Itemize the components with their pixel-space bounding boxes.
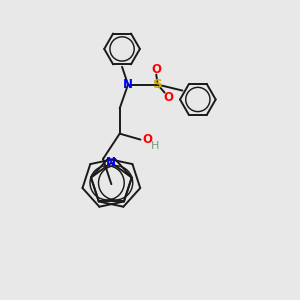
Text: O: O (151, 63, 161, 76)
Text: O: O (142, 133, 152, 146)
Text: N: N (123, 78, 133, 91)
Text: O: O (163, 91, 173, 103)
Text: S: S (153, 78, 163, 91)
Text: N: N (106, 156, 116, 169)
Text: H: H (151, 141, 159, 151)
